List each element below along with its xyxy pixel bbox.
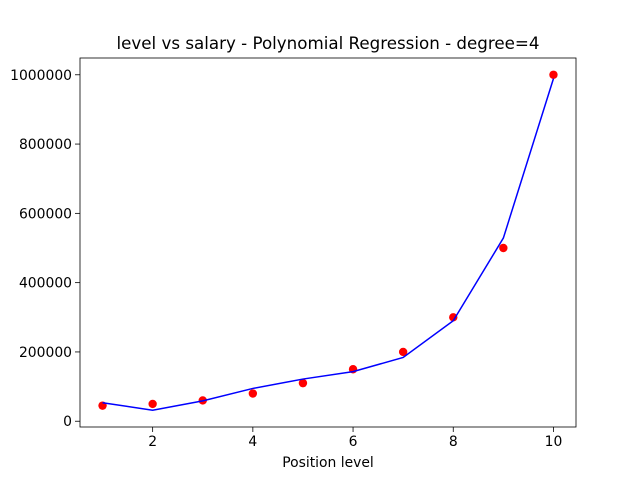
y-tick-label: 800000 [19,137,72,153]
y-tick-label: 1000000 [10,68,72,84]
point [298,378,308,388]
point [549,70,558,79]
point [499,243,508,253]
point [398,347,408,357]
y-tick-label: 400000 [19,276,72,292]
point [248,389,258,398]
point [148,399,157,409]
chart-title: level vs salary - Polynomial Regression … [116,33,539,53]
line [102,78,555,411]
x-tick-label: 4 [248,434,257,450]
x-axis-label: Position level [282,455,374,471]
y-tick-label: 200000 [19,345,72,361]
x-tick-label: 2 [148,434,157,450]
point [449,313,458,322]
x-tick-label: 6 [349,434,358,450]
y-tick-label: 0 [63,414,72,430]
plot-frame [79,57,577,428]
x-tick-label: 10 [545,434,563,450]
x-tick-label: 8 [449,434,458,450]
y-tick-label: 600000 [19,206,72,222]
